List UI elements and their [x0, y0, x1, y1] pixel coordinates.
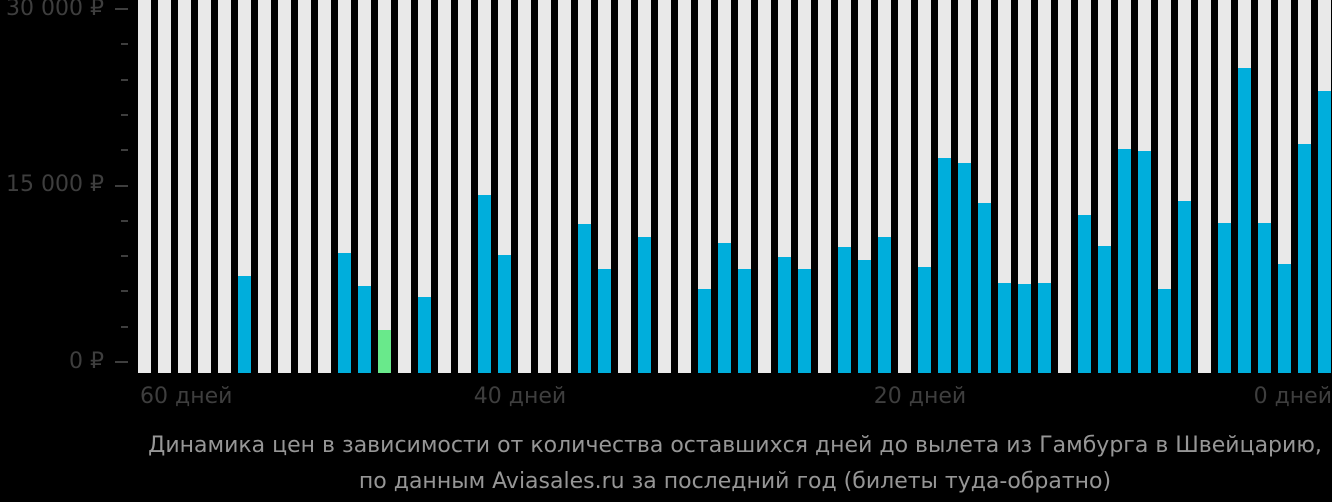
price-bar-day-5[interactable] [1238, 67, 1251, 373]
column-day-33-no-data [678, 0, 691, 373]
x-axis-label-20-days: 20 дней [873, 384, 967, 409]
column-day-29-no-data [758, 0, 771, 373]
y-axis-minor-tick [121, 255, 128, 258]
price-bar-day-13[interactable] [1078, 214, 1091, 373]
column-day-56-no-data [218, 0, 231, 373]
y-axis-minor-tick [121, 149, 128, 152]
price-bar-day-17[interactable] [998, 283, 1011, 373]
column-day-45-no-data [438, 0, 451, 373]
column-day-44-no-data [458, 0, 471, 373]
column-day-32 [698, 0, 711, 373]
column-day-46 [418, 0, 431, 373]
price-bar-day-49[interactable] [358, 285, 371, 373]
price-bar-day-43[interactable] [478, 194, 491, 373]
y-axis-minor-tick [121, 78, 128, 81]
y-axis-minor-tick [121, 113, 128, 116]
price-bar-day-9[interactable] [1158, 289, 1171, 373]
column-day-53-no-data [278, 0, 291, 373]
column-day-34-no-data [658, 0, 671, 373]
column-day-58-no-data [178, 0, 191, 373]
column-day-15 [1038, 0, 1051, 373]
x-axis-label-0-days: 0 дней [1253, 384, 1332, 409]
column-day-51-no-data [318, 0, 331, 373]
column-day-39-no-data [558, 0, 571, 373]
price-bar-day-55[interactable] [238, 276, 251, 373]
column-day-17 [998, 0, 1011, 373]
price-bar-day-10[interactable] [1138, 151, 1151, 373]
price-bar-day-12[interactable] [1098, 245, 1111, 373]
y-axis-minor-tick [121, 290, 128, 293]
price-bar-day-50[interactable] [338, 252, 351, 373]
column-day-60-no-data [138, 0, 151, 373]
price-bar-day-19[interactable] [958, 163, 971, 373]
y-axis-minor-tick [121, 219, 128, 222]
plot-area [115, 0, 1331, 373]
price-bar-day-25[interactable] [838, 246, 851, 373]
price-bar-day-2[interactable] [1298, 144, 1311, 373]
price-bar-day-6[interactable] [1218, 223, 1231, 373]
column-day-16 [1018, 0, 1031, 373]
y-axis-label-0: 0 ₽ [69, 349, 104, 374]
price-bar-day-42[interactable] [498, 254, 511, 373]
price-bar-day-3[interactable] [1278, 264, 1291, 373]
price-bar-day-31[interactable] [718, 243, 731, 373]
column-day-49 [358, 0, 371, 373]
column-day-52-no-data [298, 0, 311, 373]
price-bar-day-8[interactable] [1178, 200, 1191, 373]
x-axis-label-60-days: 60 дней [140, 384, 233, 409]
price-bar-day-28[interactable] [778, 257, 791, 373]
price-bar-day-16[interactable] [1018, 284, 1031, 373]
price-bar-day-4[interactable] [1258, 223, 1271, 373]
x-axis-label-40-days: 40 дней [473, 384, 567, 409]
price-bar-day-46[interactable] [418, 297, 431, 373]
column-day-7-no-data [1198, 0, 1211, 373]
price-bar-day-27[interactable] [798, 269, 811, 373]
price-bar-day-32[interactable] [698, 289, 711, 373]
column-day-41-no-data [518, 0, 531, 373]
price-bar-day-15[interactable] [1038, 283, 1051, 373]
price-bar-day-30[interactable] [738, 269, 751, 373]
column-day-36-no-data [618, 0, 631, 373]
column-day-57-no-data [198, 0, 211, 373]
column-day-26-no-data [818, 0, 831, 373]
chart-subtitle: по данным Aviasales.ru за последний год … [358, 469, 1112, 494]
chart-title: Динамика цен в зависимости от количества… [148, 433, 1322, 458]
y-axis-minor-tick [121, 325, 128, 328]
column-day-9 [1158, 0, 1171, 373]
price-bar-day-24[interactable] [858, 259, 871, 373]
y-axis-minor-tick [121, 43, 128, 46]
best-price-bar-day-48[interactable] [378, 330, 391, 373]
column-day-59-no-data [158, 0, 171, 373]
price-bar-day-37[interactable] [598, 269, 611, 373]
price-bar-day-21[interactable] [918, 266, 931, 373]
column-day-47-no-data [398, 0, 411, 373]
price-bar-day-18[interactable] [978, 203, 991, 373]
y-axis-major-tick [115, 361, 128, 363]
y-axis-major-tick [115, 184, 128, 187]
price-bar-day-35[interactable] [638, 237, 651, 373]
price-bar-day-23[interactable] [878, 237, 891, 373]
price-bar-day-1[interactable] [1318, 91, 1331, 373]
price-bar-day-38[interactable] [578, 224, 591, 373]
price-bar-day-11[interactable] [1118, 149, 1131, 373]
column-day-40-no-data [538, 0, 551, 373]
y-axis-label-30000: 30 000 ₽ [6, 0, 104, 21]
y-axis-major-tick [115, 8, 128, 10]
price-bar-day-20[interactable] [938, 158, 951, 373]
column-day-48 [378, 0, 391, 373]
column-day-14-no-data [1058, 0, 1071, 373]
y-axis-label-15000: 15 000 ₽ [6, 172, 104, 197]
column-day-22-no-data [898, 0, 911, 373]
column-day-54-no-data [258, 0, 271, 373]
